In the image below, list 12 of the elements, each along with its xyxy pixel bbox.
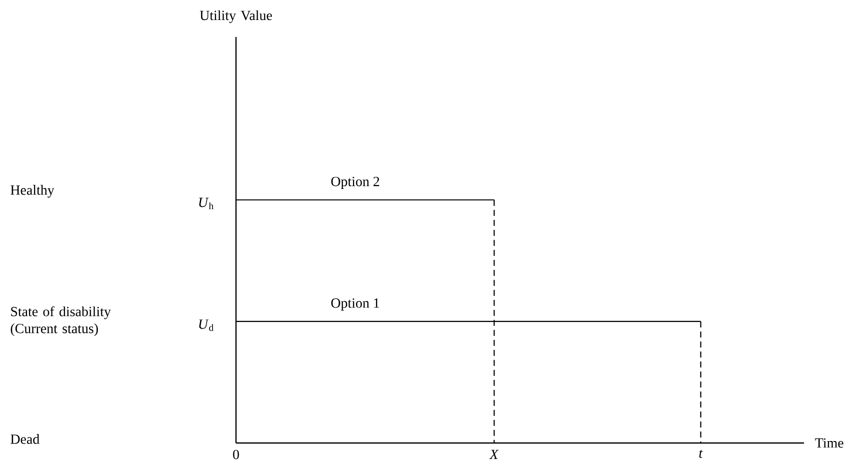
- text: U$_{d}$: [199, 320, 214, 331]
- text: State of disability (Current status): [10, 306, 111, 336]
- x-tick-label: t: [699, 450, 703, 458]
- text: Utility Value: [200, 10, 272, 24]
- x-tick-label: 0: [233, 450, 239, 460]
- series-label: Option 1: [331, 298, 380, 311]
- text: Healthy: [10, 184, 54, 198]
- x-tick-label: X: [489, 450, 499, 459]
- text: Dead: [10, 434, 40, 444]
- series-label: Option 2: [331, 176, 380, 190]
- text: U$_{h}$: [199, 198, 214, 210]
- x-axis-title: Time: [815, 438, 844, 448]
